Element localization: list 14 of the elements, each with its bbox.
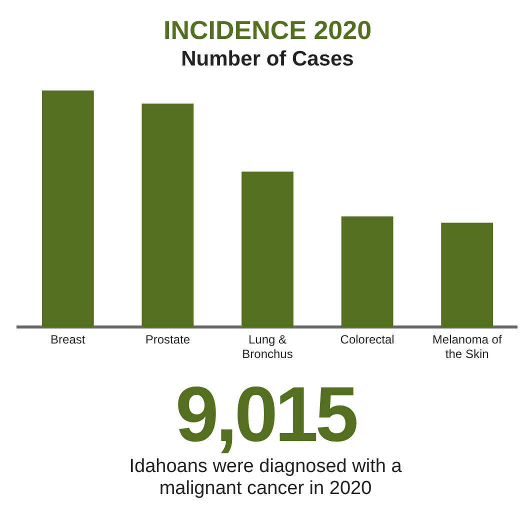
text: Idahoans were diagnosed with a malignant cancer in 2020 bbox=[128, 456, 403, 500]
bar bbox=[42, 90, 94, 328]
bar bbox=[341, 216, 394, 328]
bar bbox=[441, 222, 494, 328]
text: 9,015 bbox=[174, 370, 358, 458]
chart-title: INCIDENCE 2020 bbox=[163, 14, 372, 45]
chart-subtitle: Number of Cases bbox=[181, 48, 354, 71]
x-tick-label: Prostate bbox=[145, 332, 190, 347]
x-tick-label: Lung & Bronchus bbox=[242, 332, 293, 362]
x-tick-label: Colorectal bbox=[340, 332, 394, 347]
bar bbox=[142, 104, 194, 328]
x-tick-label: Breast bbox=[50, 332, 86, 347]
x-tick-label: Melanoma of the Skin bbox=[432, 332, 502, 362]
bar bbox=[242, 172, 294, 328]
